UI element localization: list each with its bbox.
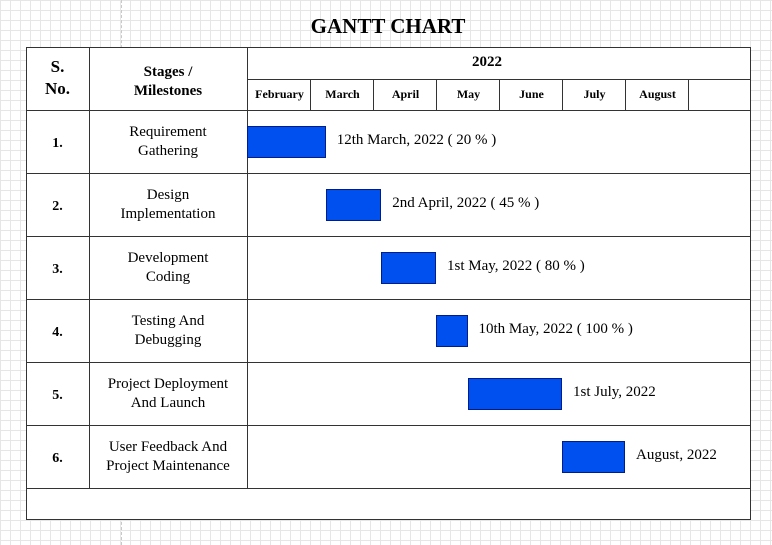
gantt-bar-label: August, 2022 [636,447,717,463]
row-divider [26,299,750,300]
month-label-june: June [519,87,544,101]
month-separator [310,79,311,110]
month-separator [688,79,689,110]
task-sno: 2. [52,199,63,214]
gantt-bar [436,315,468,347]
task-sno: 1. [52,136,63,151]
gantt-bar [562,441,625,473]
month-separator [373,79,374,110]
col-divider-stage [247,47,248,488]
header-divider [26,110,750,111]
task-stage: Development Coding [89,249,247,287]
header-sno-line1: S. [50,57,65,76]
year-divider [247,79,750,80]
header-stages-line1: Stages / [143,64,193,80]
row-divider [26,236,750,237]
task-stage: Project Deployment And Launch [89,375,247,413]
gantt-bar-label: 2nd April, 2022 ( 45 % ) [392,195,540,211]
month-label-may: May [456,87,481,101]
task-stage-line: Project Deployment [107,376,229,392]
task-stage-line: Gathering [138,143,198,159]
gantt-bar-label: 1st July, 2022 [573,384,656,400]
task-stage-line: And Launch [130,395,206,411]
task-stage-line: Development [127,250,209,266]
task-stage-line: Coding [145,269,191,285]
col-divider-sno [89,47,90,488]
task-stage-line: Debugging [134,332,202,348]
task-sno: 3. [52,262,63,277]
row-divider [26,362,750,363]
task-stage-line: Requirement [129,124,207,140]
gantt-bar [467,378,562,410]
gantt-bar-label: 12th March, 2022 ( 20 % ) [336,132,497,148]
header-stages-line2: Milestones [133,83,203,99]
month-label-april: April [391,87,420,101]
header-sno-line2: No. [44,79,71,98]
chart-title: GANTT CHART [310,14,466,38]
month-separator [562,79,563,110]
month-label-february: February [255,87,304,101]
task-stage-line: Design [146,187,190,203]
task-sno: 4. [52,325,63,340]
task-stage-line: Project Maintenance [106,458,230,474]
task-stage: Requirement Gathering [89,123,247,161]
month-label-march: March [325,87,360,101]
task-sno: 5. [52,388,63,403]
row-divider [26,425,750,426]
task-stage: Design Implementation [89,186,247,224]
task-stage-line: User Feedback And [108,439,228,455]
gantt-bar [325,189,382,221]
header-year: 2022 [472,54,502,70]
task-stage: Testing And Debugging [89,312,247,350]
row-divider [26,488,750,489]
month-separator [499,79,500,110]
gantt-bar-label: 1st May, 2022 ( 80 % ) [447,258,585,274]
gantt-bar-label: 10th May, 2022 ( 100 % ) [478,321,633,337]
month-separator [436,79,437,110]
month-label-july: July [583,87,606,101]
task-stage-line: Testing And [131,313,205,329]
task-sno: 6. [52,451,63,466]
month-separator [625,79,626,110]
gantt-bar [247,126,326,158]
header-sno: S. No. [26,56,89,100]
task-stage-line: Implementation [120,206,216,222]
task-stage: User Feedback And Project Maintenance [89,438,247,476]
header-stages: Stages / Milestones [89,63,247,101]
month-label-august: August [639,87,676,101]
row-divider [26,173,750,174]
gantt-bar [381,252,436,284]
